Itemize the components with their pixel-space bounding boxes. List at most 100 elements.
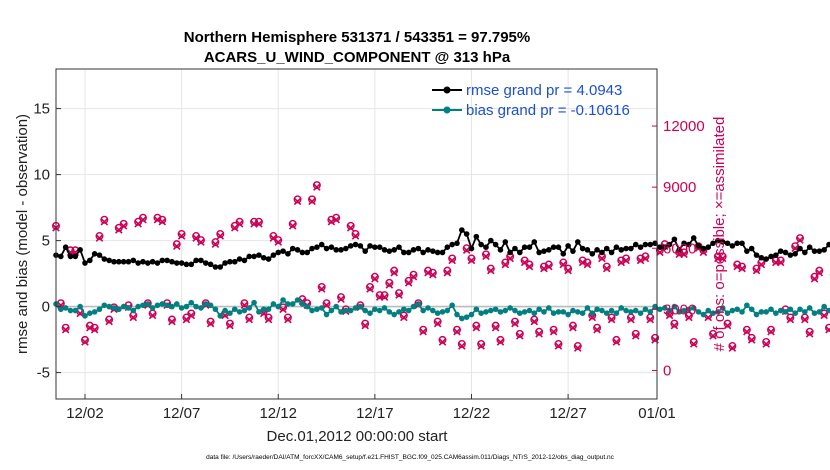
obs-assimilated-point-54 xyxy=(313,183,321,191)
rmse-point-111 xyxy=(589,251,596,257)
obs-possible-point-91 xyxy=(491,321,500,330)
bias-point-52 xyxy=(304,303,311,310)
obs-assimilated-point-74 xyxy=(409,273,418,281)
rmse-point-16 xyxy=(130,257,137,264)
obs-possible-point-7 xyxy=(85,321,94,330)
bias-point-9 xyxy=(96,306,103,313)
bias-point-145 xyxy=(753,311,760,318)
obs-assimilated-point-105 xyxy=(559,260,568,269)
obs-assimilated-point-91 xyxy=(491,323,500,332)
bias-point-3 xyxy=(67,307,74,314)
bias-point-40 xyxy=(246,305,253,311)
obs-possible-point-101 xyxy=(539,262,548,271)
bias-point-68 xyxy=(381,305,388,311)
y-tick-label-4: 15 xyxy=(33,101,50,118)
rmse-point-2 xyxy=(62,244,69,250)
obs-assimilated-point-125 xyxy=(656,248,664,257)
bias-point-84 xyxy=(459,315,465,322)
obs-possible-point-152 xyxy=(786,313,795,322)
obs-assimilated-point-122 xyxy=(641,254,650,263)
bias-point-99 xyxy=(531,310,538,317)
obs-possible-point-157 xyxy=(810,272,819,281)
obs-assimilated-point-49 xyxy=(288,222,297,230)
rmse-point-66 xyxy=(372,244,378,250)
rmse-point-142 xyxy=(739,240,745,247)
obs-possible-point-2 xyxy=(61,323,70,332)
rmse-point-141 xyxy=(734,240,740,247)
bias-point-141 xyxy=(734,306,740,313)
bias-point-136 xyxy=(710,310,716,317)
obs-assimilated-point-50 xyxy=(293,197,302,206)
obs-possible-point-105 xyxy=(559,258,568,267)
bias-point-4 xyxy=(72,307,79,314)
obs-possible-point-145 xyxy=(752,264,761,273)
obs-possible-point-70 xyxy=(390,266,399,275)
rmse-point-42 xyxy=(256,252,262,258)
obs-possible-point-55 xyxy=(317,282,326,291)
obs-assimilated-point-46 xyxy=(274,238,283,246)
bias-point-128 xyxy=(671,303,678,310)
obs-assimilated-point-93 xyxy=(501,260,510,269)
x-tick-label-4: 12/22 xyxy=(453,405,491,422)
y-tick-label-1: 0 xyxy=(42,299,50,316)
rmse-point-115 xyxy=(608,249,615,256)
obs-assimilated-point-94 xyxy=(506,254,514,263)
bias-point-130 xyxy=(681,307,687,314)
rmse-point-10 xyxy=(101,256,108,262)
obs-possible-point-33 xyxy=(211,238,220,247)
obs-assimilated-point-8 xyxy=(90,325,99,334)
rmse-point-60 xyxy=(343,245,349,252)
rmse-point-90 xyxy=(488,237,494,244)
obs-assimilated-point-150 xyxy=(776,258,785,267)
rmse-point-104 xyxy=(555,244,562,250)
rmse-point-62 xyxy=(352,241,359,248)
obs-assimilated-point-103 xyxy=(549,328,558,336)
obs-assimilated-point-9 xyxy=(95,234,104,242)
rmse-point-147 xyxy=(763,256,769,262)
bias-point-116 xyxy=(613,310,620,317)
bias-point-125 xyxy=(657,306,663,313)
rmse-point-133 xyxy=(695,243,702,249)
rmse-point-80 xyxy=(439,249,446,256)
obs-possible-point-142 xyxy=(738,262,747,271)
bias-point-39 xyxy=(241,307,248,314)
rmse-point-123 xyxy=(647,241,654,248)
obs-assimilated-point-86 xyxy=(467,256,476,265)
obs-possible-point-109 xyxy=(578,256,587,265)
obs-possible-point-57 xyxy=(327,215,336,224)
rmse-point-160 xyxy=(826,241,830,248)
bias-point-27 xyxy=(183,303,190,310)
obs-assimilated-point-30 xyxy=(197,238,205,246)
obs-assimilated-point-84 xyxy=(458,342,466,350)
obs-assimilated-point-57 xyxy=(327,218,336,226)
bias-point-53 xyxy=(309,307,315,314)
obs-possible-point-106 xyxy=(564,264,573,273)
obs-assimilated-point-18 xyxy=(139,215,147,224)
obs-assimilated-point-118 xyxy=(622,256,630,265)
bias-point-32 xyxy=(207,302,214,309)
obs-possible-point-95 xyxy=(510,317,519,326)
rmse-point-3 xyxy=(67,253,74,260)
obs-assimilated-point-58 xyxy=(332,215,340,224)
obs-assimilated-point-141 xyxy=(733,262,741,271)
obs-possible-point-84 xyxy=(457,340,466,349)
rmse-point-92 xyxy=(497,247,504,253)
bias-point-29 xyxy=(193,303,199,310)
obs-assimilated-point-110 xyxy=(583,260,592,269)
obs-possible-point-24 xyxy=(167,315,176,324)
obs-assimilated-point-87 xyxy=(472,323,481,332)
obs-assimilated-point-145 xyxy=(752,266,761,275)
rmse-point-118 xyxy=(623,245,629,252)
rmse-point-116 xyxy=(613,244,620,250)
bias-point-94 xyxy=(507,305,513,311)
obs-possible-point-44 xyxy=(264,313,273,322)
rmse-point-122 xyxy=(642,241,649,248)
obs-assimilated-point-78 xyxy=(429,270,437,279)
bias-point-5 xyxy=(77,303,83,310)
bias-point-60 xyxy=(343,307,349,314)
rmse-point-152 xyxy=(787,252,794,258)
rmse-point-58 xyxy=(333,247,340,253)
bias-point-151 xyxy=(782,309,789,315)
obs-possible-point-132 xyxy=(689,337,698,346)
